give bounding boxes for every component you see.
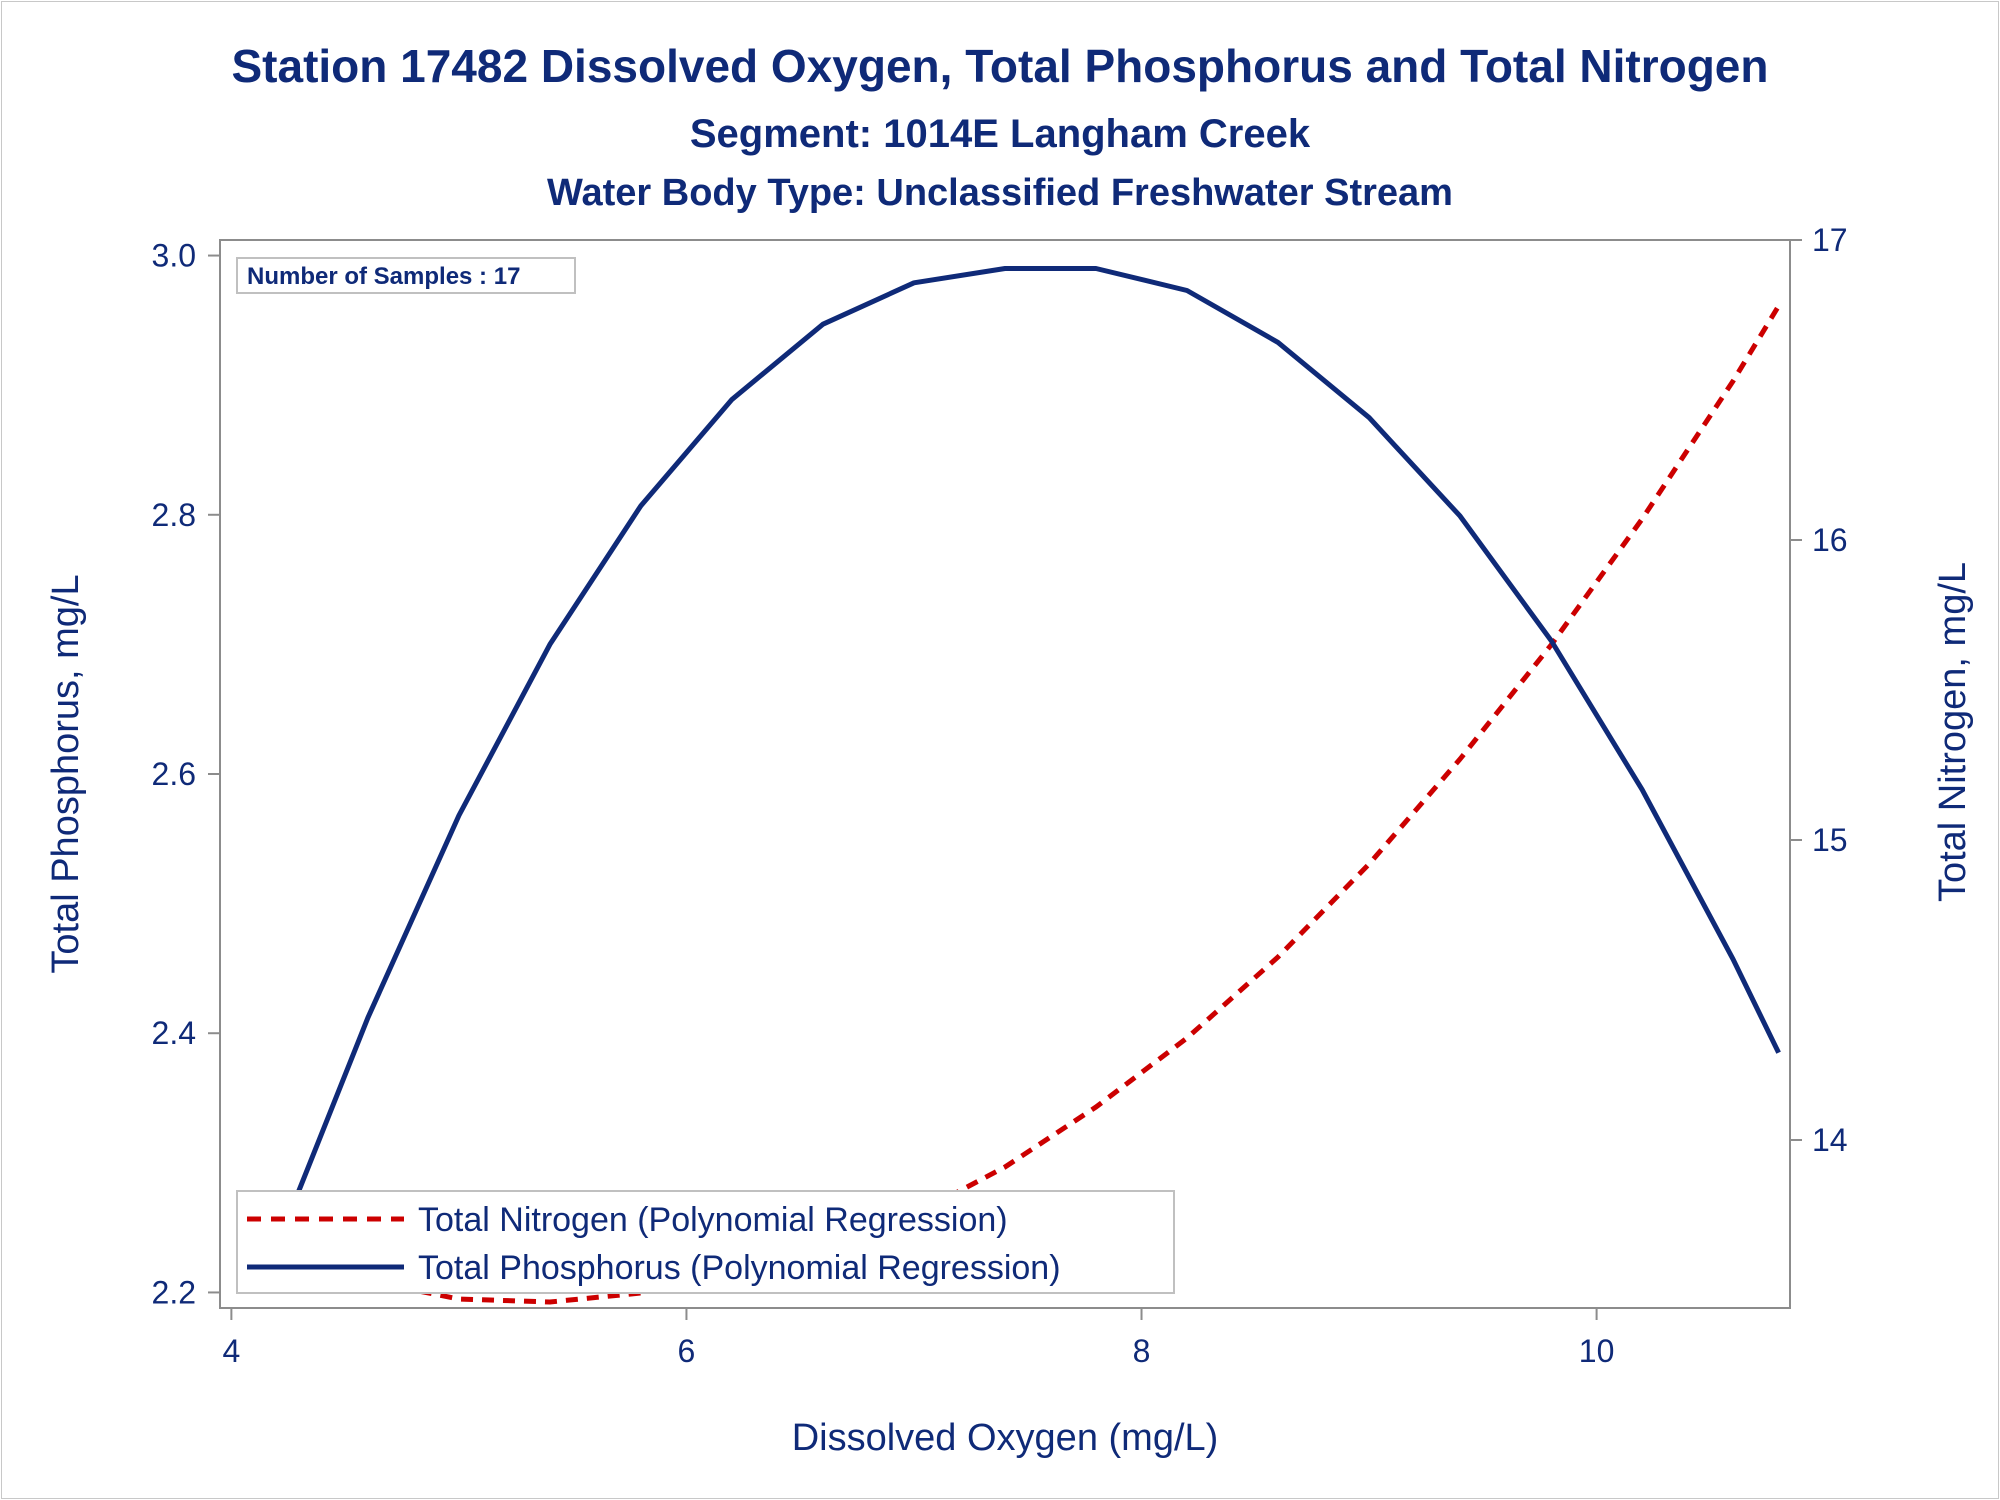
y2-tick-label-3: 17 [1812, 222, 1848, 258]
legend-label-nitrogen: Total Nitrogen (Polynomial Regression) [418, 1201, 1008, 1239]
y-tick-label-0: 2.2 [152, 1274, 196, 1310]
y-tick-label-4: 3.0 [152, 238, 196, 274]
chart-subtitle: Segment: 1014E Langham Creek [690, 112, 1311, 156]
chart-subtitle-2: Water Body Type: Unclassified Freshwater… [547, 172, 1453, 214]
x-tick-label-0: 4 [222, 1333, 240, 1369]
legend: Total Nitrogen (Polynomial Regression) T… [236, 1190, 1175, 1294]
y-tick-label-2: 2.6 [152, 756, 196, 792]
y2-tick-label-0: 14 [1812, 1122, 1848, 1158]
y-tick-label-3: 2.8 [152, 497, 196, 533]
y-tick-label-1: 2.4 [152, 1015, 196, 1051]
x-tick-label-2: 8 [1133, 1333, 1151, 1369]
series-layer [274, 266, 1781, 1305]
series-line-phosphorus [274, 266, 1781, 1247]
y2-tick-label-1: 15 [1812, 822, 1848, 858]
series-line-nitrogen [276, 304, 1781, 1305]
legend-label-phosphorus: Total Phosphorus (Polynomial Regression) [418, 1249, 1061, 1287]
legend-frame [236, 1190, 1175, 1294]
sample-count-frame [236, 257, 576, 294]
x-tick-label-1: 6 [678, 1333, 696, 1369]
x-tick-label-3: 10 [1579, 1333, 1615, 1369]
sample-count-box: Number of Samples : 17 [236, 257, 576, 294]
x-axis-label: Dissolved Oxygen (mg/L) [792, 1417, 1219, 1459]
y2-tick-label-2: 16 [1812, 522, 1848, 558]
axes: 4 6 8 10 2.2 2.4 2.6 2.8 3.0 14 15 16 17 [152, 222, 1848, 1369]
plot-area-border [219, 239, 1791, 1309]
chart-title: Station 17482 Dissolved Oxygen, Total Ph… [231, 40, 1768, 92]
y-axis-label: Total Phosphorus, mg/L [45, 574, 87, 973]
sample-count-text: Number of Samples : 17 [247, 263, 520, 290]
y2-axis-label: Total Nitrogen, mg/L [1932, 562, 1974, 902]
